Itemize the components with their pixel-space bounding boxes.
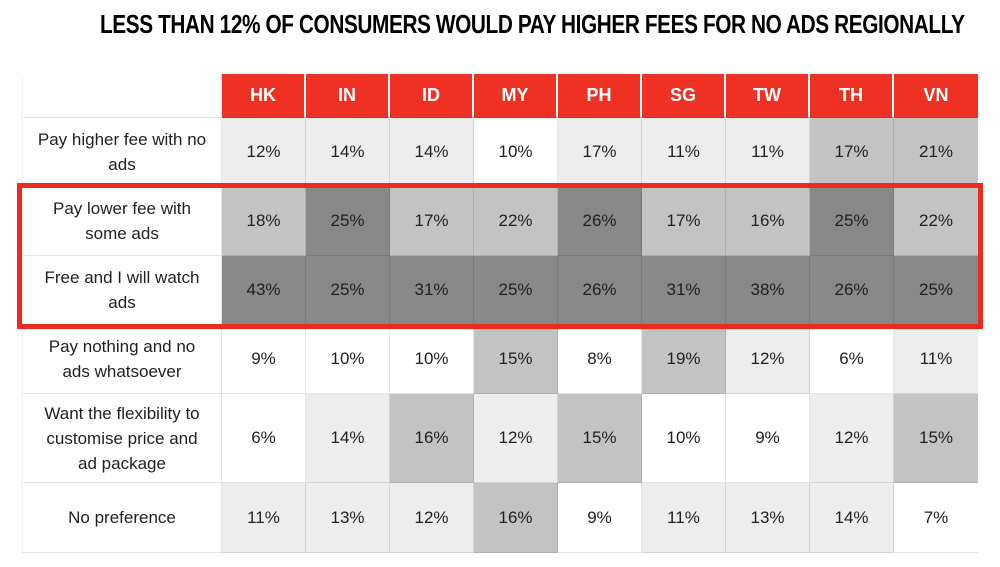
table-cell: 16%: [474, 483, 558, 553]
table-cell: 9%: [726, 394, 810, 483]
row-label: Free and I will watch ads: [22, 256, 222, 325]
table-cell: 11%: [642, 483, 726, 553]
row-label: Pay higher fee with no ads: [22, 118, 222, 187]
table-row: Want the flexibility to customise price …: [22, 394, 978, 483]
header-row: HK IN ID MY PH SG TW TH VN: [22, 74, 978, 118]
table-row: Free and I will watch ads 43% 25% 31% 25% 26%…: [22, 256, 978, 325]
table-cell: 15%: [558, 394, 642, 483]
column-header-ph: PH: [558, 74, 642, 118]
column-header-in: IN: [306, 74, 390, 118]
table-cell: 22%: [894, 187, 978, 256]
table-cell: 11%: [894, 325, 978, 394]
table-cell: 17%: [558, 118, 642, 187]
table-row: Pay nothing and no ads whatsoever 9% 10% 10…: [22, 325, 978, 394]
table-cell: 16%: [726, 187, 810, 256]
column-header-id: ID: [390, 74, 474, 118]
table-cell: 7%: [894, 483, 978, 553]
corner-cell: [22, 74, 222, 118]
row-label: Pay lower fee with some ads: [22, 187, 222, 256]
table-cell: 11%: [642, 118, 726, 187]
heatmap-table: HK IN ID MY PH SG TW TH VN Pay higher fee with no…: [22, 74, 978, 553]
table-cell: 6%: [222, 394, 306, 483]
table-cell: 25%: [894, 256, 978, 325]
table-cell: 10%: [642, 394, 726, 483]
table-cell: 10%: [390, 325, 474, 394]
table-cell: 17%: [642, 187, 726, 256]
table-cell: 15%: [894, 394, 978, 483]
page-title: LESS THAN 12% OF CONSUMERS WOULD PAY HIG…: [100, 9, 965, 39]
table-cell: 6%: [810, 325, 894, 394]
row-label: Want the flexibility to customise price …: [22, 394, 222, 483]
column-header-vn: VN: [894, 74, 978, 118]
table-cell: 14%: [306, 394, 390, 483]
table-cell: 17%: [390, 187, 474, 256]
row-label: Pay nothing and no ads whatsoever: [22, 325, 222, 394]
table-cell: 38%: [726, 256, 810, 325]
table-cell: 17%: [810, 118, 894, 187]
table-cell: 8%: [558, 325, 642, 394]
table-cell: 12%: [810, 394, 894, 483]
table-cell: 9%: [222, 325, 306, 394]
table-cell: 22%: [474, 187, 558, 256]
table-cell: 15%: [474, 325, 558, 394]
table-cell: 9%: [558, 483, 642, 553]
table-cell: 25%: [306, 256, 390, 325]
table-row: Pay lower fee with some ads 18% 25% 17% 22% 2…: [22, 187, 978, 256]
table-cell: 25%: [810, 187, 894, 256]
table-cell: 11%: [222, 483, 306, 553]
table-cell: 16%: [390, 394, 474, 483]
table-cell: 31%: [642, 256, 726, 325]
table-row: Pay higher fee with no ads 12% 14% 14% 10% 17…: [22, 118, 978, 187]
table-cell: 12%: [390, 483, 474, 553]
table-cell: 31%: [390, 256, 474, 325]
table-row: No preference 11% 13% 12% 16% 9% 11% 13% 14% 7%: [22, 483, 978, 553]
table-cell: 14%: [306, 118, 390, 187]
table-cell: 14%: [810, 483, 894, 553]
table-cell: 14%: [390, 118, 474, 187]
table-cell: 12%: [726, 325, 810, 394]
table-cell: 13%: [306, 483, 390, 553]
table-cell: 12%: [474, 394, 558, 483]
column-header-th: TH: [810, 74, 894, 118]
table-cell: 26%: [558, 187, 642, 256]
table-cell: 10%: [306, 325, 390, 394]
table-cell: 25%: [306, 187, 390, 256]
table-cell: 10%: [474, 118, 558, 187]
column-header-my: MY: [474, 74, 558, 118]
table-cell: 13%: [726, 483, 810, 553]
table-cell: 18%: [222, 187, 306, 256]
table-cell: 26%: [810, 256, 894, 325]
table-cell: 21%: [894, 118, 978, 187]
table-cell: 19%: [642, 325, 726, 394]
table-cell: 26%: [558, 256, 642, 325]
table-cell: 43%: [222, 256, 306, 325]
table-cell: 25%: [474, 256, 558, 325]
column-header-tw: TW: [726, 74, 810, 118]
column-header-hk: HK: [222, 74, 306, 118]
table-cell: 11%: [726, 118, 810, 187]
column-header-sg: SG: [642, 74, 726, 118]
row-label: No preference: [22, 483, 222, 553]
table-cell: 12%: [222, 118, 306, 187]
